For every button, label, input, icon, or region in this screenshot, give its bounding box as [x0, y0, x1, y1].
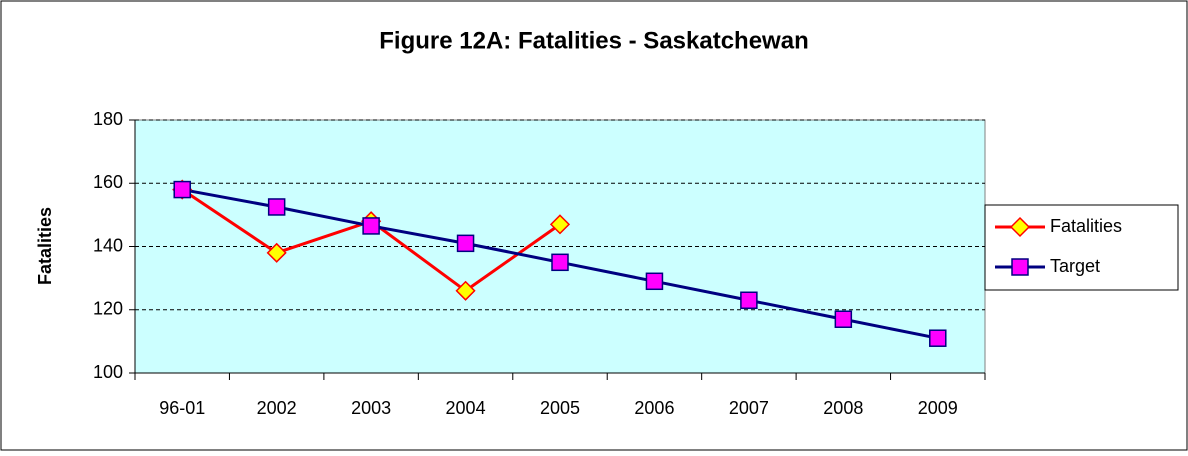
y-tick-label: 180: [93, 109, 123, 129]
chart-title: Figure 12A: Fatalities - Saskatchewan: [379, 27, 808, 54]
y-tick-label: 160: [93, 172, 123, 192]
data-point: [740, 291, 758, 310]
legend-label: Fatalities: [1050, 216, 1122, 236]
y-axis-label: Fatalities: [35, 207, 55, 285]
data-point: [834, 310, 853, 328]
data-point: [549, 214, 571, 235]
data-point: [456, 234, 475, 253]
data-point: [929, 329, 947, 347]
y-tick-label: 120: [93, 299, 123, 319]
y-tick-label: 100: [93, 362, 123, 382]
legend-label: Target: [1050, 256, 1100, 276]
x-tick-label: 2004: [446, 398, 486, 418]
x-tick-label: 2002: [257, 398, 297, 418]
data-point: [645, 272, 664, 291]
data-point: [267, 198, 286, 216]
data-point: [266, 242, 287, 263]
legend-marker: [1009, 216, 1031, 238]
data-point: [551, 253, 569, 272]
legend-box: [984, 204, 1179, 291]
x-tick-label: 96-01: [159, 398, 205, 418]
x-tick-label: 2009: [918, 398, 958, 418]
data-point: [362, 217, 380, 235]
x-tick-label: 2005: [540, 398, 580, 418]
x-tick-label: 2003: [351, 398, 391, 418]
legend-marker: [1011, 258, 1029, 276]
x-tick-label: 2007: [729, 398, 769, 418]
data-point: [455, 280, 476, 301]
y-tick-label: 140: [93, 235, 123, 255]
x-tick-label: 2006: [634, 398, 674, 418]
x-tick-label: 2008: [823, 398, 863, 418]
data-point: [173, 180, 191, 199]
